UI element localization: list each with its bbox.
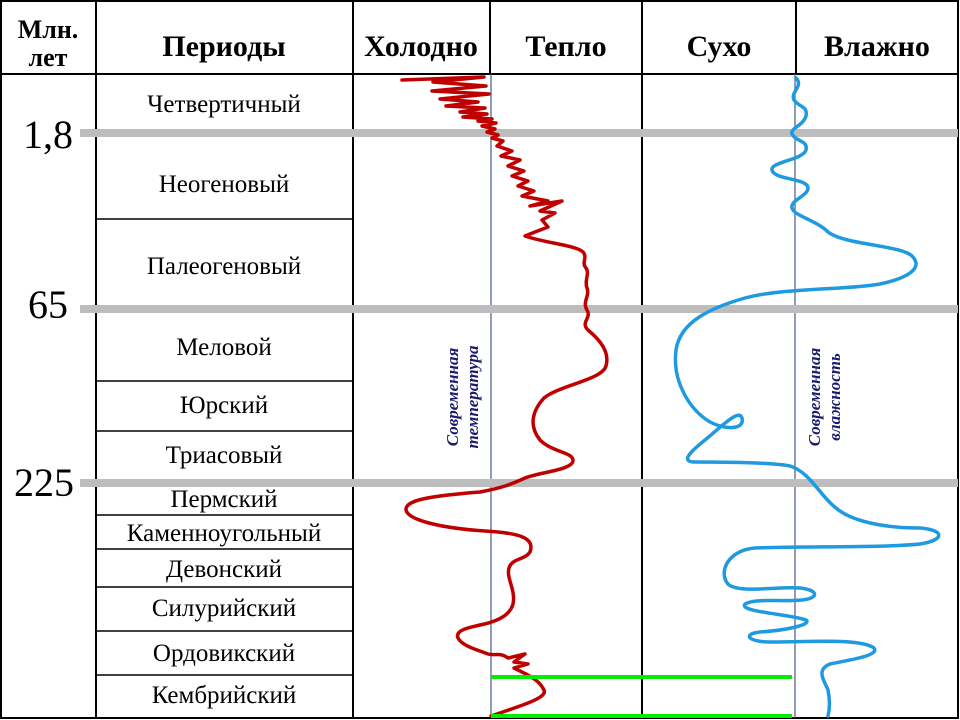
modern-temperature-label: Современная температура <box>443 345 482 448</box>
period-label: Меловой <box>176 334 271 361</box>
dry-header: Сухо <box>687 30 752 63</box>
period-label: Девонский <box>166 556 282 583</box>
modern-humidity-line2: влажность <box>825 353 844 441</box>
period-label: Неогеновый <box>159 171 290 198</box>
modern-humidity-line1: Современная <box>805 348 824 447</box>
modern-temperature-line2: температура <box>463 345 482 448</box>
period-label: Четвертичный <box>147 91 301 118</box>
warm-header: Тепло <box>525 30 606 63</box>
period-label: Юрский <box>180 392 268 419</box>
period-label: Ордовикский <box>153 640 295 667</box>
periods-header: Периоды <box>162 30 285 63</box>
temperature-curve <box>400 75 609 718</box>
period-names: Четвертичный Неогеновый Палеогеновый Мел… <box>127 91 321 709</box>
modern-temperature-line1: Современная <box>443 348 462 447</box>
period-label: Палеогеновый <box>147 253 301 280</box>
wet-header: Влажно <box>824 30 930 63</box>
age-header-line1: Млн. <box>18 15 79 44</box>
period-row-separators <box>96 218 353 676</box>
period-label: Кембрийский <box>152 682 297 709</box>
age-label-65: 65 <box>28 282 68 327</box>
period-label: Пермский <box>170 486 277 513</box>
humidity-curve <box>673 76 941 718</box>
modern-humidity-label: Современная влажность <box>805 348 844 447</box>
age-label-1-8: 1,8 <box>23 112 73 157</box>
period-label: Силурийский <box>152 595 296 622</box>
period-label: Каменноугольный <box>127 520 321 547</box>
period-label: Триасовый <box>166 442 283 469</box>
cold-header: Холодно <box>364 30 478 63</box>
age-label-225: 225 <box>14 460 74 505</box>
age-header-line2: лет <box>29 43 68 72</box>
